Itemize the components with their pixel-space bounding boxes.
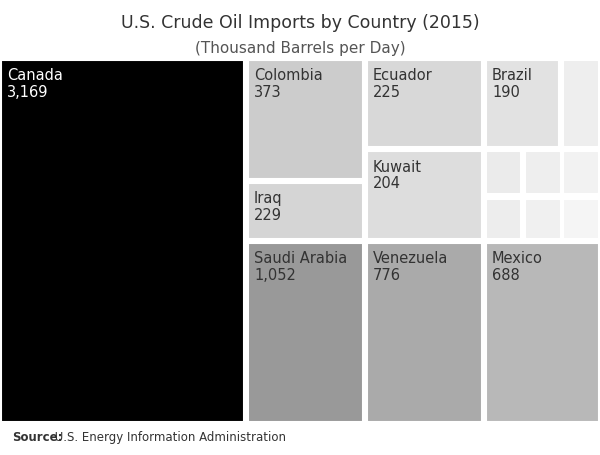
Text: U.S. Crude Oil Imports by Country (2015): U.S. Crude Oil Imports by Country (2015) <box>121 14 479 32</box>
Text: Iraq: Iraq <box>254 192 283 207</box>
Text: (Thousand Barrels per Day): (Thousand Barrels per Day) <box>194 41 406 56</box>
Bar <box>563 198 599 238</box>
Text: 190: 190 <box>492 85 520 100</box>
Text: 229: 229 <box>254 208 282 223</box>
Text: Canada: Canada <box>7 68 63 83</box>
Bar <box>486 243 599 422</box>
Text: 225: 225 <box>373 85 401 100</box>
Bar <box>525 198 561 238</box>
Text: Ecuador: Ecuador <box>373 68 433 83</box>
Text: Colombia: Colombia <box>254 68 323 83</box>
Bar <box>367 60 482 147</box>
Text: Mexico: Mexico <box>492 251 543 266</box>
Text: U.S. Energy Information Administration: U.S. Energy Information Administration <box>51 430 286 444</box>
Bar <box>486 152 521 194</box>
Bar <box>248 243 363 422</box>
Bar <box>525 152 561 194</box>
Bar <box>1 60 244 422</box>
Bar <box>367 152 482 238</box>
Text: Brazil: Brazil <box>492 68 533 83</box>
Bar <box>563 152 599 194</box>
Bar <box>563 60 599 147</box>
Text: 688: 688 <box>492 268 520 283</box>
Text: 204: 204 <box>373 177 401 191</box>
Bar <box>486 60 559 147</box>
Bar <box>367 243 482 422</box>
Bar <box>248 183 363 238</box>
Text: 3,169: 3,169 <box>7 85 49 100</box>
Text: Saudi Arabia: Saudi Arabia <box>254 251 347 266</box>
Text: Kuwait: Kuwait <box>373 160 422 175</box>
Bar <box>486 198 521 238</box>
Text: 1,052: 1,052 <box>254 268 296 283</box>
Text: 776: 776 <box>373 268 401 283</box>
Bar <box>248 60 363 179</box>
Text: Source:: Source: <box>12 430 62 444</box>
Text: 373: 373 <box>254 85 281 100</box>
Text: Venezuela: Venezuela <box>373 251 448 266</box>
